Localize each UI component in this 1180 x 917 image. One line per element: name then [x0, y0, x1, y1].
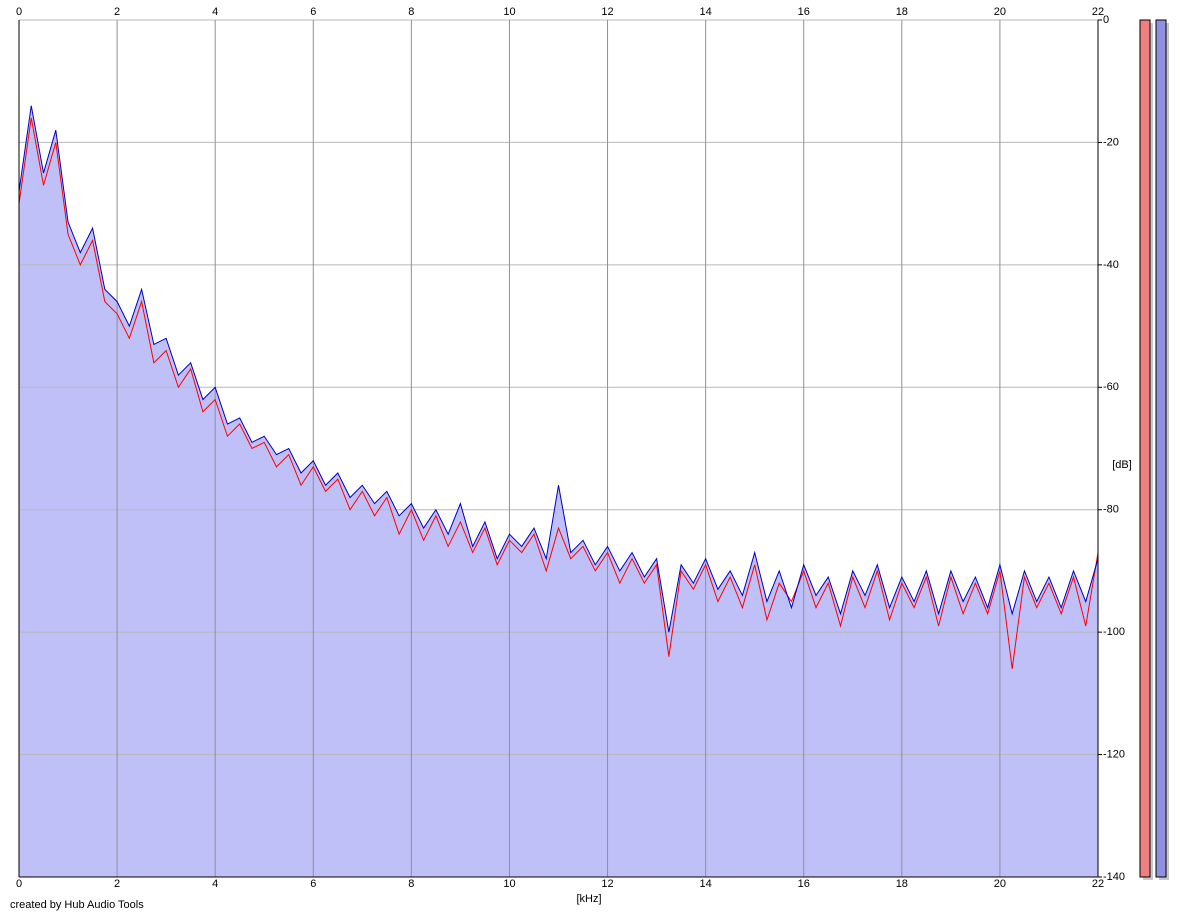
- y-tick-label: -40: [1103, 259, 1119, 271]
- y-tick-label: -120: [1103, 748, 1125, 760]
- series-line: [18, 105, 1099, 633]
- x-tick-label: 16: [798, 878, 810, 890]
- x-tick-label-top: 10: [503, 6, 515, 18]
- x-tick-label: 10: [503, 878, 515, 890]
- series-line: [18, 117, 1099, 669]
- x-tick-label: 8: [408, 878, 414, 890]
- x-tick-label: 20: [994, 878, 1006, 890]
- x-tick-label: 0: [16, 878, 22, 890]
- x-tick-label: 14: [700, 878, 712, 890]
- y-tick-label: -60: [1103, 381, 1119, 393]
- x-tick-label-top: 4: [212, 6, 218, 18]
- credit: created by Hub Audio Tools: [10, 899, 144, 911]
- x-tick-label-top: 16: [798, 6, 810, 18]
- x-tick-label: 4: [212, 878, 218, 890]
- y-tick-label: -80: [1103, 504, 1119, 516]
- x-tick-label-top: 20: [994, 6, 1006, 18]
- x-tick-label: 22: [1092, 878, 1104, 890]
- area: [19, 105, 1098, 877]
- x-tick-label-top: 12: [601, 6, 613, 18]
- x-tick-label: 12: [601, 878, 613, 890]
- right-meter: [1155, 19, 1167, 878]
- y-axis-label: [dB]: [1112, 459, 1132, 471]
- x-tick-label: 18: [896, 878, 908, 890]
- left-meter: [1139, 19, 1151, 878]
- x-tick-label-top: 8: [408, 6, 414, 18]
- y-tick-label: 0: [1103, 14, 1109, 26]
- y-tick-label: -100: [1103, 626, 1125, 638]
- x-tick-label: 6: [310, 878, 316, 890]
- y-tick-label: -140: [1103, 871, 1125, 883]
- x-tick-label-top: 2: [114, 6, 120, 18]
- x-tick-label-top: 0: [16, 6, 22, 18]
- x-tick-label-top: 14: [700, 6, 712, 18]
- x-tick-label-top: 22: [1092, 6, 1104, 18]
- x-tick-label-top: 6: [310, 6, 316, 18]
- x-tick-label: 2: [114, 878, 120, 890]
- x-axis-label: [kHz]: [576, 893, 601, 905]
- y-tick-label: -20: [1103, 136, 1119, 148]
- x-tick-label-top: 18: [896, 6, 908, 18]
